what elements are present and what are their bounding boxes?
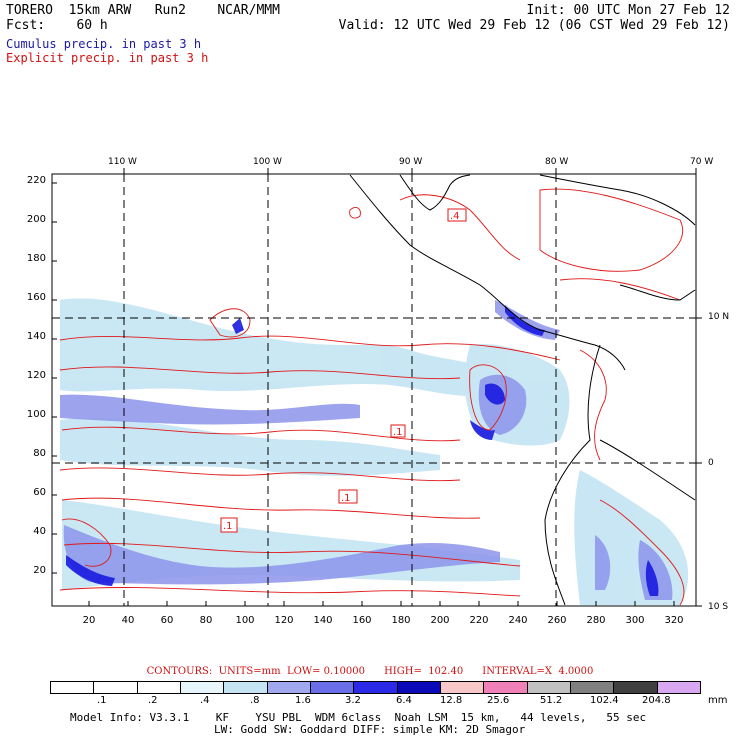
y-tick: 120 — [26, 370, 46, 381]
colorbar — [50, 681, 701, 694]
colorbar-swatch — [180, 682, 225, 693]
model-title: TORERO 15km ARW Run2 NCAR/MMM — [6, 3, 280, 18]
colorbar-tick: 1.6 — [295, 695, 311, 706]
colorbar-tick: 51.2 — [540, 695, 563, 706]
explicit-precip-contours — [59, 188, 685, 606]
y-tick: 40 — [33, 526, 46, 537]
lat-label-0: 0 — [708, 458, 714, 468]
y-tick: 180 — [26, 253, 46, 264]
contour-box-label: .4 — [450, 211, 460, 222]
y-tick: 80 — [33, 448, 46, 459]
colorbar-tick: 204.8 — [642, 695, 671, 706]
y-tick: 20 — [33, 565, 46, 576]
colorbar-tick: 3.2 — [345, 695, 361, 706]
x-tick: 220 — [469, 615, 489, 626]
colorbar-swatch — [137, 682, 181, 693]
colorbar-tick: 102.4 — [590, 695, 619, 706]
lat-label-10n: 10 N — [708, 312, 730, 322]
y-tick: 200 — [26, 214, 46, 225]
y-tick: 60 — [33, 487, 46, 498]
legend-explicit: Explicit precip. in past 3 h — [6, 51, 209, 65]
model-info-line2: LW: Godd SW: Goddard DIFF: simple KM: 2D… — [214, 723, 526, 736]
x-tick: 260 — [547, 615, 567, 626]
x-tick: 200 — [430, 615, 450, 626]
colorbar-swatch — [484, 682, 528, 693]
colorbar-swatch — [570, 682, 615, 693]
init-time: Init: 00 UTC Mon 27 Feb 12 — [526, 3, 731, 18]
colorbar-swatch — [440, 682, 485, 693]
contours-info: CONTOURS: UNITS=mm LOW= 0.10000 HIGH= 10… — [146, 666, 594, 677]
valid-time: Valid: 12 UTC Wed 29 Feb 12 (06 CST Wed … — [338, 18, 730, 33]
forecast-hour: Fcst: 60 h — [6, 18, 108, 33]
colorbar-swatch — [94, 682, 138, 693]
lon-label-70w: 70 W — [690, 157, 714, 167]
x-tick: 240 — [508, 615, 528, 626]
y-tick: 140 — [26, 331, 46, 342]
colorbar-swatch — [527, 682, 571, 693]
x-tick: 140 — [313, 615, 333, 626]
x-tick: 20 — [82, 615, 96, 626]
colorbar-swatch — [51, 682, 95, 693]
y-tick: 220 — [26, 175, 46, 186]
colorbar-unit: mm — [708, 695, 728, 706]
x-tick: 80 — [199, 615, 213, 626]
y-tick: 160 — [26, 292, 46, 303]
lon-label-90w: 90 W — [399, 157, 423, 167]
x-tick: 40 — [121, 615, 135, 626]
colorbar-swatch — [657, 682, 700, 693]
contour-box-label: .1 — [341, 493, 351, 504]
colorbar-swatch — [267, 682, 311, 693]
colorbar-swatch — [614, 682, 658, 693]
cumulus-precip-heavy — [66, 305, 659, 596]
lon-label-100w: 100 W — [253, 157, 282, 167]
x-tick: 180 — [391, 615, 411, 626]
contour-value-boxes: .4 .1 .1 .1 — [220, 208, 467, 533]
colorbar-swatch — [224, 682, 268, 693]
colorbar-tick: 6.4 — [396, 695, 412, 706]
model-info-line1: Model Info: V3.3.1 KF YSU PBL WDM 6class… — [70, 711, 647, 724]
x-tick: 120 — [274, 615, 294, 626]
colorbar-swatch — [354, 682, 398, 693]
colorbar-tick: .2 — [148, 695, 158, 706]
x-tick: 280 — [586, 615, 606, 626]
x-tick: 160 — [352, 615, 372, 626]
plot-frame — [51, 173, 697, 607]
x-tick: 300 — [625, 615, 645, 626]
colorbar-tick: .8 — [250, 695, 260, 706]
x-tick: 320 — [664, 615, 684, 626]
colorbar-swatch — [310, 682, 355, 693]
x-tick: 60 — [160, 615, 174, 626]
colorbar-tick: 25.6 — [487, 695, 510, 706]
coastlines — [349, 174, 696, 606]
frame-ticks — [52, 168, 702, 607]
lat-lon-grid — [52, 174, 696, 606]
colorbar-tick: 12.8 — [440, 695, 463, 706]
lat-label-10s: 10 S — [708, 602, 729, 612]
legend-cumulus: Cumulus precip. in past 3 h — [6, 37, 202, 51]
lon-label-80w: 80 W — [545, 157, 569, 167]
colorbar-tick: .1 — [97, 695, 107, 706]
contour-box-label: .1 — [223, 521, 233, 532]
contour-box-label: .1 — [393, 427, 403, 438]
y-tick: 100 — [26, 409, 46, 420]
lon-label-110w: 110 W — [108, 157, 137, 167]
x-tick: 100 — [235, 615, 255, 626]
colorbar-tick: .4 — [200, 695, 210, 706]
colorbar-swatch — [397, 682, 441, 693]
